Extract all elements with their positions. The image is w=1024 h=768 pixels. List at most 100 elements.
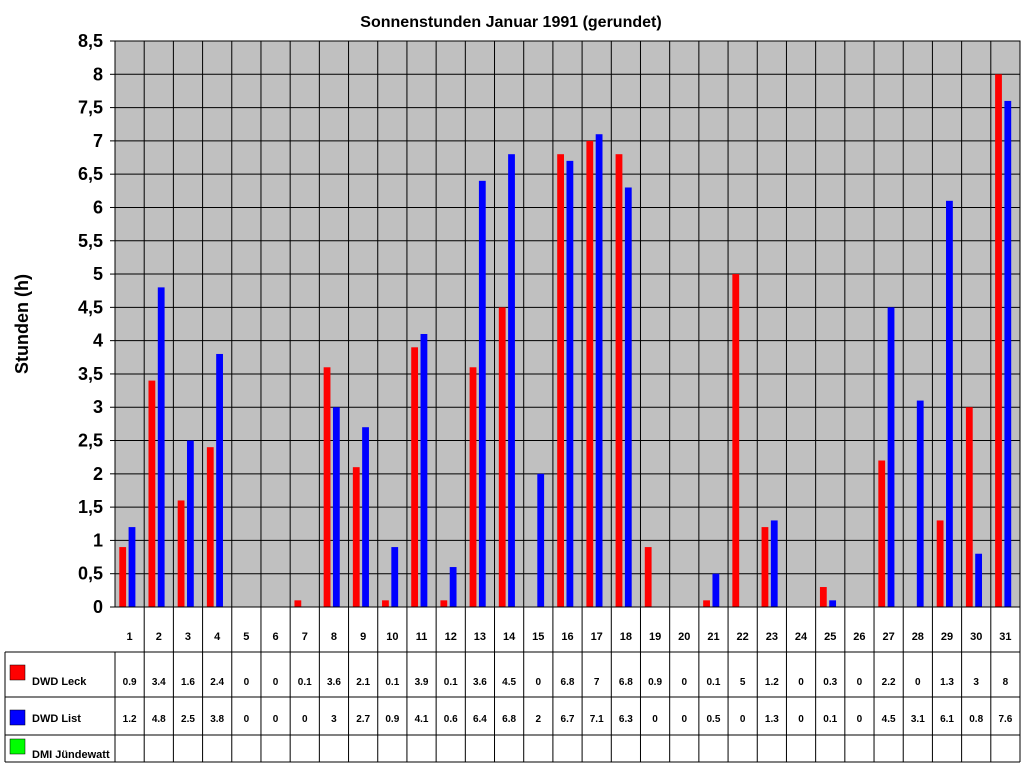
bar-dwd-list [887,307,895,607]
bar-dwd-leck [411,347,419,607]
data-label: 6.8 [619,677,633,688]
bar-dwd-list [916,400,924,607]
data-label: 2.7 [356,714,370,725]
data-label: 3.4 [152,677,166,688]
x-tick-label: 12 [445,631,457,643]
y-tick-label: 3,5 [78,364,103,384]
bar-dwd-list [712,573,720,607]
data-label: 6.8 [561,677,575,688]
bar-dwd-leck [761,527,769,607]
data-table: 1 2 3 4 5 6 7 8 9 10 11 12 13 14 15 16 17 18 19 20 21 22 23 24 2… [4,606,1021,763]
data-label: 4.8 [152,714,166,725]
y-tick-label: 0 [93,597,103,617]
bar-dwd-list [1004,100,1012,607]
data-label: 3.9 [415,677,429,688]
x-tick-label: 16 [561,631,573,643]
data-label: 6.1 [940,714,954,725]
x-tick-label: 22 [737,631,749,643]
x-tick-label: 30 [970,631,982,643]
data-label: 1.3 [940,677,954,688]
bar-dwd-list [362,427,369,607]
x-tick-label: 28 [912,631,924,643]
x-tick-label: 24 [795,631,808,643]
data-label: 1.2 [765,677,779,688]
data-label: 3.8 [210,714,224,725]
bar-dwd-list [449,567,457,607]
bar-dwd-leck [995,74,1002,607]
x-tick-label: 10 [386,631,398,643]
bar-dwd-list [595,134,603,608]
data-label: 6.7 [561,714,575,725]
y-tick-label: 1 [93,530,103,550]
x-tick-label: 8 [331,631,337,643]
x-tick-label: 18 [620,631,632,643]
y-tick-label: 6,5 [78,164,103,184]
data-label: 0.1 [298,677,312,688]
data-label: 2.5 [181,714,195,725]
bar-dwd-list [216,353,223,607]
legend-swatch [9,664,26,681]
data-label: 1.2 [123,714,137,725]
data-label: 0 [740,714,746,725]
y-tick-label: 7,5 [78,98,103,118]
bar-dwd-list [128,527,136,607]
y-tick-label: 0,5 [78,564,103,584]
data-label: 2.2 [882,677,896,688]
y-tick-label: 6 [93,197,103,217]
bar-dwd-list [157,287,165,607]
x-tick-label: 6 [273,631,279,643]
x-tick-label: 17 [591,631,603,643]
data-label: 0.1 [385,677,399,688]
data-label: 3 [973,677,979,688]
bar-dwd-list [624,187,632,607]
x-tick-label: 21 [707,631,719,643]
data-label: 1.6 [181,677,195,688]
data-label: 0 [302,714,308,725]
bar-dwd-leck [615,154,623,607]
data-label: 0.9 [385,714,399,725]
data-label: 0.1 [444,677,458,688]
bar-dwd-leck [732,274,740,607]
x-tick-label: 20 [678,631,690,643]
x-tick-label: 3 [185,631,191,643]
data-label: 6.8 [502,714,516,725]
bar-dwd-leck [294,600,302,607]
x-tick-label: 23 [766,631,778,643]
bar-dwd-leck [148,380,156,607]
bar-dwd-list [537,473,545,607]
data-label: 3.6 [327,677,341,688]
data-label: 5 [740,677,746,688]
data-label: 0.1 [707,677,721,688]
y-tick-label: 5 [93,264,103,284]
y-tick-label: 4 [93,331,103,351]
x-tick-label: 4 [214,631,221,643]
bar-dwd-leck [440,600,448,607]
bar-dwd-leck [586,140,594,607]
bar-dwd-list [770,520,778,607]
x-tick-label: 27 [883,631,895,643]
bar-dwd-list [508,154,515,607]
bar-dwd-leck [936,520,944,607]
data-label: 0 [652,714,658,725]
data-label: 0.5 [707,714,721,725]
x-tick-label: 7 [302,631,308,643]
data-label: 0 [681,677,687,688]
bar-dwd-leck [177,500,185,607]
data-label: 0 [681,714,687,725]
data-label: 6.4 [473,714,487,725]
y-tick-label: 1,5 [78,497,103,517]
bar-dwd-list [829,600,837,607]
x-tick-label: 25 [824,631,836,643]
y-tick-label: 7 [93,131,103,151]
x-tick-label: 29 [941,631,953,643]
y-tick-label: 2 [93,464,103,484]
data-label: 0.9 [123,677,137,688]
data-label: 7.6 [998,714,1012,725]
bar-dwd-list [420,333,428,607]
data-label: 0.6 [444,714,458,725]
data-label: 0.8 [969,714,983,725]
chart-title: Sonnenstunden Januar 1991 (gerundet) [360,14,661,31]
data-label: 0 [915,677,921,688]
bar-dwd-leck [878,460,886,607]
